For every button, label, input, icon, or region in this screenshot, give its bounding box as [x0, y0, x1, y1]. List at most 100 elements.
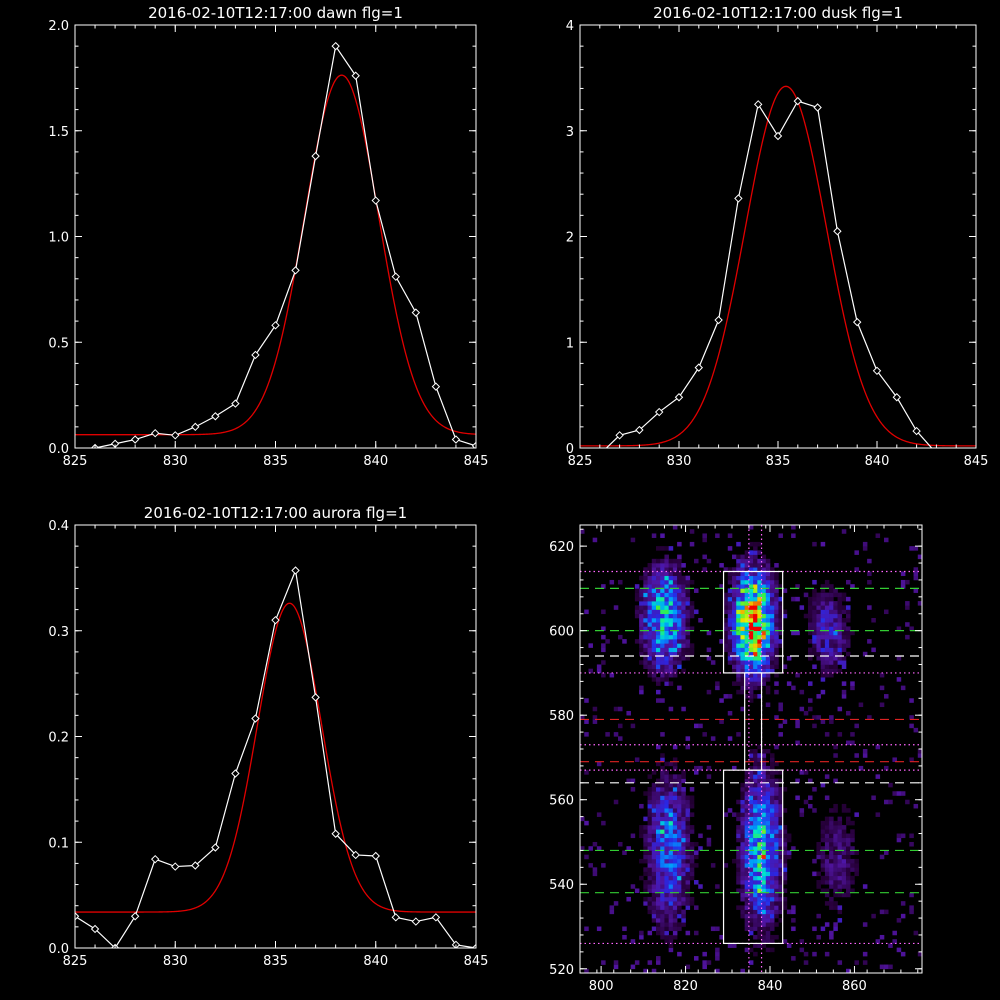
heatmap-cell	[588, 643, 593, 648]
heatmap-cell	[803, 710, 809, 716]
heatmap-cell	[651, 567, 657, 572]
heatmap-cell	[660, 888, 665, 893]
heatmap-cell	[753, 681, 758, 686]
heatmap-cell	[829, 884, 834, 889]
heatmap-cell	[685, 605, 691, 610]
heatmap-cell	[639, 588, 644, 593]
heatmap-cell	[677, 630, 682, 636]
heatmap-cell	[757, 841, 762, 847]
heatmap-cell	[681, 875, 686, 881]
heatmap-cell	[715, 926, 720, 932]
heatmap-cell	[829, 588, 834, 593]
heatmap-cell	[677, 664, 682, 669]
heatmap-cell	[677, 913, 682, 919]
heatmap-cell	[660, 698, 665, 703]
heatmap-cell	[837, 820, 843, 826]
heatmap-cell	[677, 571, 682, 577]
heatmap-cell	[748, 571, 754, 577]
heatmap-cell	[672, 850, 678, 855]
heatmap-cell	[748, 871, 754, 877]
heatmap-cell	[677, 774, 682, 779]
heatmap-cell	[820, 643, 826, 648]
heatmap-cell	[664, 634, 669, 640]
heatmap-cell	[736, 867, 741, 872]
heatmap-cell	[580, 816, 585, 822]
heatmap-cell	[778, 609, 783, 615]
heatmap-cell	[715, 681, 720, 686]
heatmap-cell	[833, 609, 838, 615]
heatmap-cell	[736, 634, 741, 640]
heatmap-cell	[651, 905, 657, 910]
heatmap-cell	[791, 918, 796, 923]
heatmap-cell	[770, 617, 775, 623]
heatmap-cell	[765, 858, 771, 864]
heatmap-cell	[757, 943, 762, 948]
heatmap-cell	[761, 782, 767, 788]
heatmap-cell	[770, 626, 775, 631]
heatmap-cell	[660, 799, 665, 805]
heatmap-cell	[740, 795, 745, 801]
heatmap-cell	[757, 609, 762, 615]
heatmap-cell	[761, 774, 767, 779]
heatmap-cell	[740, 909, 745, 915]
heatmap-cell	[643, 884, 648, 889]
heatmap-cell	[770, 871, 775, 877]
heatmap-cell	[651, 833, 657, 839]
heatmap-cell	[824, 647, 830, 653]
heatmap-cell	[753, 934, 758, 940]
y-tick-label: 0	[566, 442, 574, 457]
heatmap-cell	[748, 617, 754, 623]
heatmap-cell	[656, 744, 661, 750]
heatmap-cell	[774, 854, 779, 860]
heatmap-cell	[753, 913, 758, 919]
heatmap-cell	[732, 656, 737, 661]
heatmap-cell	[584, 770, 589, 775]
heatmap-cell	[753, 808, 758, 813]
heatmap-cell	[748, 926, 754, 932]
data-point	[75, 912, 80, 921]
heatmap-cell	[672, 575, 678, 581]
heatmap-cell	[791, 596, 796, 602]
heatmap-cell	[732, 617, 737, 623]
heatmap-cell	[740, 841, 745, 847]
heatmap-cell	[668, 880, 674, 885]
heatmap-cell	[685, 634, 691, 640]
heatmap-cell	[647, 837, 653, 843]
heatmap-cell	[672, 643, 678, 648]
heatmap-cell	[841, 833, 847, 839]
heatmap-cell	[643, 634, 648, 640]
y-tick-label: 520	[549, 963, 574, 978]
heatmap-cell	[833, 846, 838, 851]
y-tick-label: 540	[549, 878, 574, 893]
heatmap-cell	[647, 799, 653, 805]
heatmap-cell	[656, 664, 661, 669]
heatmap-cell	[820, 617, 826, 623]
heatmap-cell	[774, 660, 779, 665]
heatmap-cell	[761, 930, 767, 936]
heatmap-cell	[748, 774, 754, 779]
heatmap-cell	[634, 596, 640, 602]
heatmap-cell	[765, 850, 771, 855]
heatmap-cell	[681, 626, 686, 631]
heatmap-cell	[681, 795, 686, 801]
heatmap-cell	[740, 892, 745, 898]
heatmap-cell	[702, 732, 707, 737]
heatmap-cell	[664, 681, 669, 686]
heatmap-cell	[656, 596, 661, 602]
heatmap-cell	[748, 698, 754, 703]
heatmap-cell	[761, 867, 767, 872]
heatmap-cell	[668, 643, 674, 648]
heatmap-cell	[656, 837, 661, 843]
heatmap-cell	[677, 922, 682, 927]
data-point	[933, 450, 940, 457]
plot-frame	[579, 24, 977, 449]
heatmap-cell	[765, 930, 771, 936]
heatmap-cell	[808, 698, 813, 703]
heatmap-cell	[816, 854, 821, 860]
heatmap-cell	[833, 664, 838, 669]
heatmap-cell	[765, 867, 771, 872]
heatmap-cell	[685, 643, 691, 648]
heatmap-cell	[833, 901, 838, 906]
heatmap-cell	[651, 825, 657, 830]
heatmap-cell	[892, 939, 897, 944]
